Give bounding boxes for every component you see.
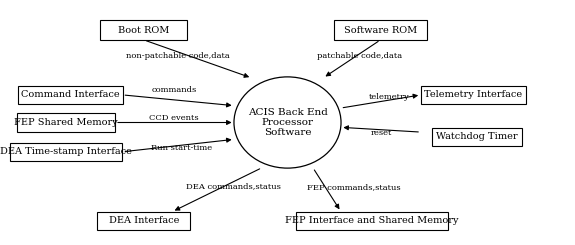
- Text: non-patchable code,data: non-patchable code,data: [126, 52, 229, 61]
- Text: DEA Interface: DEA Interface: [109, 216, 179, 225]
- Text: Boot ROM: Boot ROM: [118, 25, 170, 35]
- Bar: [334, 20, 427, 40]
- Text: FEP commands,status: FEP commands,status: [307, 183, 401, 191]
- Text: Software ROM: Software ROM: [344, 25, 417, 35]
- Bar: [296, 212, 448, 230]
- Bar: [17, 113, 116, 132]
- Bar: [421, 86, 526, 104]
- Text: ACIS Back End
Processor
Software: ACIS Back End Processor Software: [248, 108, 327, 137]
- Text: FEP Interface and Shared Memory: FEP Interface and Shared Memory: [285, 216, 459, 225]
- Text: DEA Time-stamp Interface: DEA Time-stamp Interface: [0, 147, 132, 156]
- Bar: [432, 128, 522, 146]
- Text: commands: commands: [151, 86, 197, 94]
- Text: Telemetry Interface: Telemetry Interface: [424, 90, 523, 99]
- Text: patchable code,data: patchable code,data: [317, 52, 402, 61]
- Text: FEP Shared Memory: FEP Shared Memory: [14, 118, 118, 127]
- Bar: [100, 20, 187, 40]
- Text: Watchdog Timer: Watchdog Timer: [436, 132, 518, 141]
- Text: Run start-time: Run start-time: [151, 144, 212, 152]
- Text: Command Interface: Command Interface: [21, 90, 120, 99]
- Text: telemetry: telemetry: [369, 93, 410, 100]
- Text: CCD events: CCD events: [150, 114, 199, 122]
- Bar: [18, 86, 122, 104]
- Bar: [97, 212, 190, 230]
- Text: reset: reset: [371, 129, 392, 137]
- Bar: [10, 143, 122, 161]
- Text: DEA commands,status: DEA commands,status: [186, 182, 281, 190]
- Ellipse shape: [234, 77, 341, 168]
